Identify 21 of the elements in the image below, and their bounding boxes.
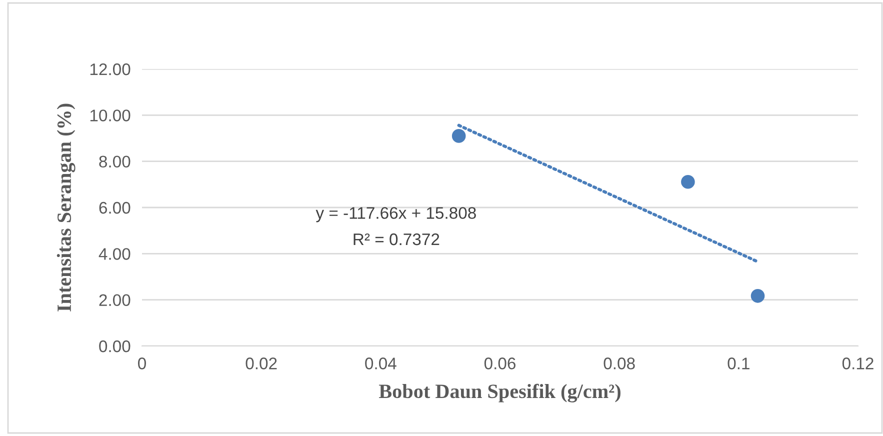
x-tick-label: 0 [138, 358, 146, 370]
x-tick-label: 0.06 [484, 358, 516, 370]
y-tick-label: 12.00 [90, 63, 130, 76]
annotation: y = -117.66x + 15.808 [316, 207, 476, 222]
y-tick-label: 4.00 [98, 248, 130, 260]
point [681, 174, 695, 189]
y-tick-label: 8.00 [99, 156, 130, 168]
point [750, 289, 765, 303]
y-tick-label: 6.00 [99, 202, 130, 214]
x-tick-label: 0.08 [604, 358, 635, 370]
y-tick-label: 10.00 [90, 110, 130, 122]
y-axis-title: Intensitas Serangan (%) [56, 104, 76, 312]
x-tick-label: 0.1 [728, 358, 750, 370]
x-axis-title: Bobot Daun Spesifik (g/cm²) [378, 384, 620, 402]
y-tick-label: 2.00 [99, 294, 130, 306]
x-tick-label: 0.04 [365, 358, 396, 370]
y-tick-label: 0.00 [99, 340, 130, 352]
x-tick-label: 0.02 [246, 358, 277, 370]
point [452, 129, 466, 143]
annotation: R² = 0.7372 [354, 233, 440, 246]
x-tick-label: 0.12 [842, 358, 874, 370]
